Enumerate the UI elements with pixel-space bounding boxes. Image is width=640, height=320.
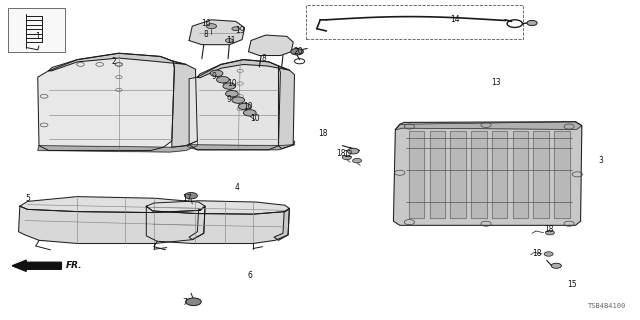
Text: 13: 13 (492, 78, 501, 87)
Polygon shape (409, 131, 424, 218)
Polygon shape (513, 131, 528, 218)
Text: 16: 16 (202, 19, 211, 28)
Circle shape (243, 110, 256, 116)
Polygon shape (189, 20, 244, 45)
Circle shape (216, 76, 229, 83)
Polygon shape (147, 206, 289, 244)
Circle shape (225, 91, 238, 97)
Polygon shape (38, 141, 197, 152)
Text: 10: 10 (228, 79, 237, 88)
Circle shape (348, 148, 359, 154)
Circle shape (210, 70, 223, 76)
Text: 10: 10 (250, 114, 260, 123)
Circle shape (342, 155, 351, 160)
Polygon shape (189, 206, 205, 240)
Polygon shape (429, 131, 445, 218)
Circle shape (232, 97, 244, 103)
Polygon shape (38, 53, 174, 150)
Polygon shape (533, 131, 549, 218)
Polygon shape (396, 122, 582, 130)
Circle shape (527, 20, 537, 26)
Bar (8, 8, 65, 52)
Text: 10: 10 (244, 102, 253, 111)
Polygon shape (49, 53, 186, 71)
Polygon shape (554, 131, 570, 218)
Polygon shape (19, 206, 205, 244)
Polygon shape (172, 61, 197, 147)
Circle shape (232, 27, 239, 31)
Polygon shape (451, 131, 466, 218)
Text: 2: 2 (112, 57, 116, 66)
Text: 18: 18 (544, 225, 554, 234)
Polygon shape (20, 197, 205, 212)
Polygon shape (394, 122, 582, 225)
Polygon shape (248, 35, 293, 55)
Text: 19: 19 (236, 26, 245, 35)
Circle shape (545, 230, 554, 235)
Text: 3: 3 (598, 156, 604, 164)
Text: 9: 9 (227, 95, 232, 104)
Circle shape (225, 39, 233, 43)
Polygon shape (274, 208, 289, 240)
Text: TSB4B4100: TSB4B4100 (588, 303, 627, 309)
Circle shape (238, 103, 251, 110)
Polygon shape (197, 60, 289, 78)
Polygon shape (278, 66, 294, 149)
Circle shape (353, 158, 362, 163)
Text: 1: 1 (35, 32, 40, 41)
Polygon shape (187, 141, 294, 150)
Bar (306, 5, 523, 39)
Text: 5: 5 (25, 194, 30, 203)
Circle shape (291, 49, 303, 55)
Text: 14: 14 (451, 15, 460, 24)
Text: 9: 9 (212, 72, 216, 81)
Text: 15: 15 (567, 280, 577, 289)
Polygon shape (189, 60, 280, 150)
Text: 4: 4 (234, 183, 239, 192)
Circle shape (551, 263, 561, 268)
Polygon shape (147, 201, 289, 214)
Text: 7: 7 (182, 298, 187, 307)
Text: 8: 8 (261, 53, 266, 62)
Text: 18: 18 (337, 149, 346, 158)
Text: 12: 12 (343, 150, 353, 159)
Text: 6: 6 (247, 271, 252, 280)
FancyArrow shape (12, 260, 61, 271)
Circle shape (544, 252, 553, 256)
Text: 17: 17 (182, 194, 192, 204)
Text: 8: 8 (204, 30, 209, 39)
Text: 18: 18 (319, 129, 328, 138)
Circle shape (186, 298, 201, 306)
Text: 20: 20 (294, 47, 303, 56)
Polygon shape (492, 131, 508, 218)
Text: 11: 11 (226, 36, 236, 45)
Polygon shape (471, 131, 486, 218)
Text: FR.: FR. (66, 261, 83, 270)
Circle shape (206, 24, 216, 29)
Circle shape (184, 193, 197, 199)
Circle shape (223, 83, 236, 89)
Text: 18: 18 (532, 249, 542, 258)
